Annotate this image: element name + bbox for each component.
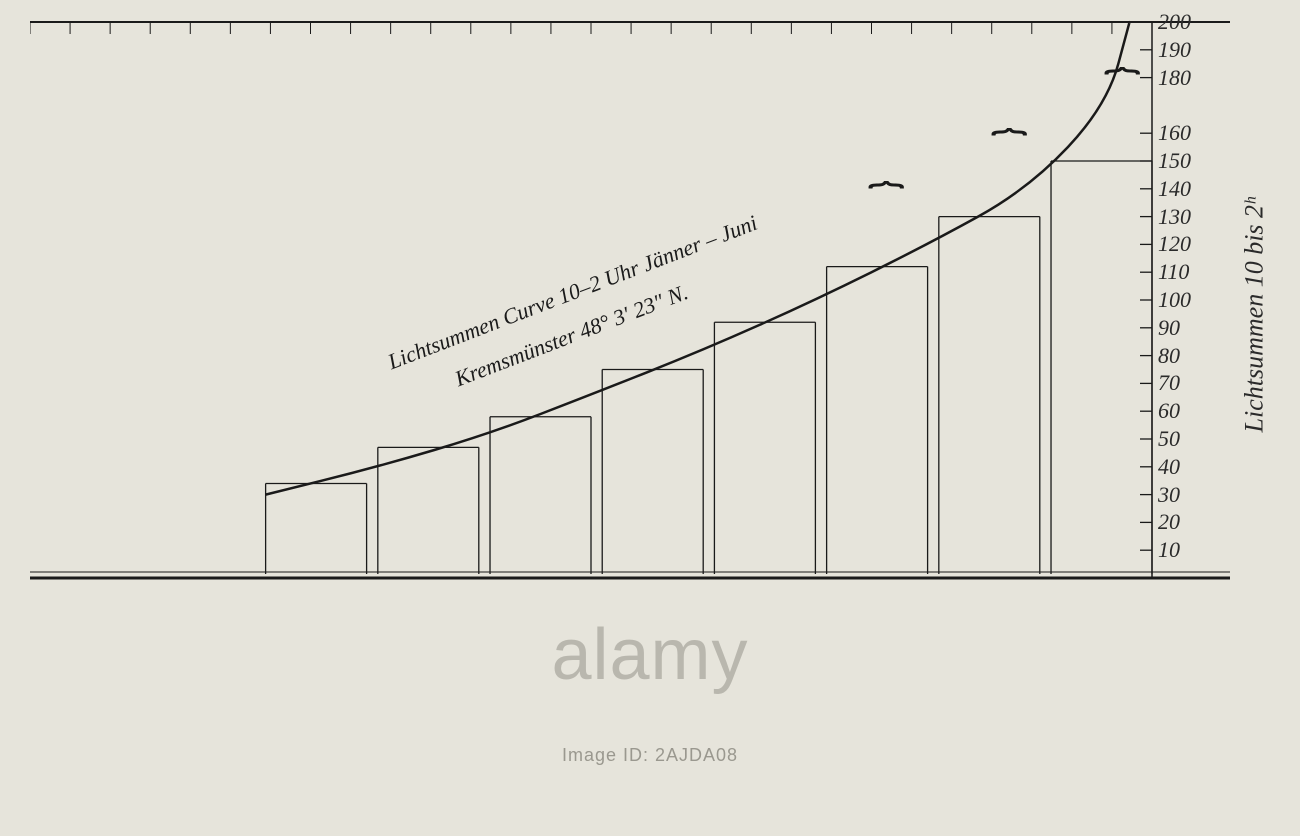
watermark-logo: alamy [551,614,748,696]
y-tick-label: 10 [1158,537,1180,563]
watermark-value: 2AJDA08 [655,745,738,765]
curly-bracket-icon: ⏞ [991,130,1028,168]
y-tick-label: 130 [1158,204,1191,230]
y-axis-title: Lichtsummen 10 bis 2ʰ [1240,198,1270,433]
y-tick-label: 80 [1158,343,1180,369]
y-tick-label: 110 [1158,259,1189,285]
y-tick-label: 30 [1158,482,1180,508]
y-tick-label: 180 [1158,65,1191,91]
y-tick-label: 50 [1158,426,1180,452]
watermark-id: Image ID: 2AJDA08 [562,745,738,766]
y-tick-label: 200 [1158,9,1191,35]
y-tick-label: 20 [1158,509,1180,535]
y-tick-label: 140 [1158,176,1191,202]
watermark-prefix: Image ID: [562,745,655,765]
curly-bracket-icon: ⏞ [868,183,905,221]
curly-bracket-icon: ⏞ [1103,69,1140,107]
y-tick-label: 40 [1158,454,1180,480]
chart-container: 102030405060708090100110120130140150160 1… [30,20,1230,580]
y-tick-label: 90 [1158,315,1180,341]
y-tick-label: 100 [1158,287,1191,313]
y-tick-label: 70 [1158,370,1180,396]
y-tick-label: 160 [1158,120,1191,146]
y-tick-label: 60 [1158,398,1180,424]
y-tick-label: 150 [1158,148,1191,174]
y-tick-label: 120 [1158,231,1191,257]
y-tick-label: 190 [1158,37,1191,63]
